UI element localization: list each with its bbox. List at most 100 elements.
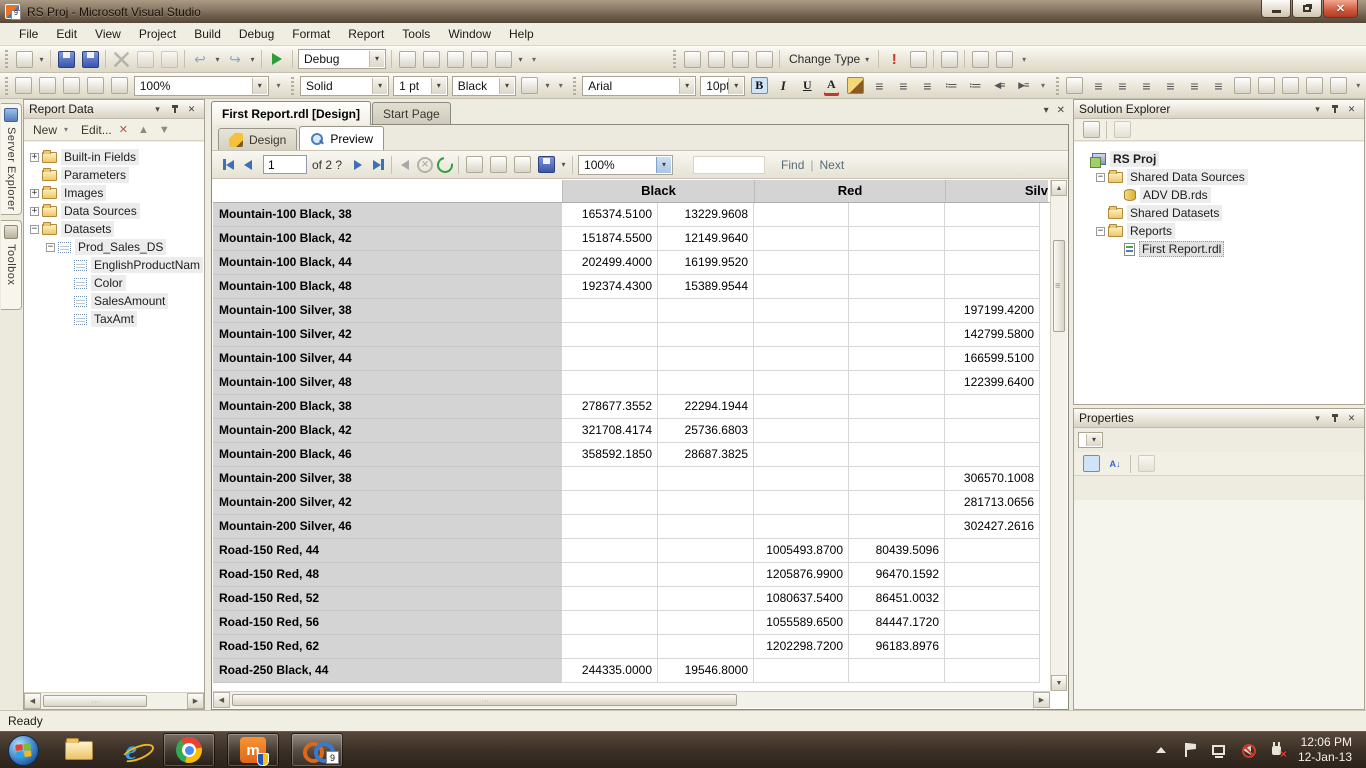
move-down-icon[interactable]: ▼: [158, 123, 170, 136]
report-data-item-taxamt[interactable]: TaxAmt: [24, 310, 204, 328]
menu-item-build[interactable]: Build: [194, 27, 221, 41]
tab-preview[interactable]: Preview: [299, 126, 385, 150]
snap-to-grid-icon[interactable]: [1064, 75, 1086, 97]
toolbar-options-button[interactable]: ▾: [1356, 81, 1361, 90]
object-selector-combobox[interactable]: ▾: [1078, 432, 1103, 448]
start-button[interactable]: [8, 734, 39, 766]
toolbar-options-button[interactable]: ▾: [1022, 54, 1027, 64]
chevron-down-icon[interactable]: ▾: [728, 77, 744, 94]
volume-muted-icon[interactable]: [1240, 742, 1256, 758]
window-menu-button[interactable]: ▾: [1315, 412, 1320, 423]
size-to-grid-icon[interactable]: [1304, 75, 1326, 97]
export-icon[interactable]: [535, 154, 557, 176]
auto-hide-pin-button[interactable]: [1327, 411, 1342, 425]
show-grid-pane-icon[interactable]: [705, 48, 727, 70]
border-color-combobox[interactable]: Black ▾: [451, 75, 516, 96]
align-center-icon[interactable]: [892, 75, 914, 97]
report-data-item-parameters[interactable]: Parameters: [24, 166, 204, 184]
align-bottoms-icon[interactable]: [1208, 75, 1230, 97]
delete-icon[interactable]: ✕: [118, 124, 128, 136]
close-panel-button[interactable]: ✕: [1347, 103, 1356, 114]
increase-indent-icon[interactable]: [1012, 75, 1034, 97]
minimize-button[interactable]: [1261, 0, 1291, 18]
scroll-right-icon[interactable]: ▶: [1033, 692, 1050, 708]
show-sql-pane-icon[interactable]: [729, 48, 751, 70]
solution-item-shared-data-sources[interactable]: − Shared Data Sources: [1074, 168, 1364, 186]
toolbar-grip[interactable]: [290, 76, 296, 95]
menu-item-view[interactable]: View: [95, 27, 121, 41]
report-properties-icon[interactable]: [61, 75, 83, 97]
find-text-input[interactable]: [693, 155, 766, 174]
toolbox-tab[interactable]: Toolbox: [1, 220, 22, 310]
menu-item-format[interactable]: Format: [292, 27, 331, 41]
properties-header[interactable]: Properties ▾ ✕: [1074, 409, 1364, 428]
horizontal-spacing-icon[interactable]: [1328, 75, 1350, 97]
last-page-button[interactable]: [368, 155, 388, 175]
refresh-button[interactable]: [433, 153, 457, 176]
network-icon[interactable]: [1211, 742, 1227, 758]
solution-explorer-header[interactable]: Solution Explorer ▾ ✕: [1074, 100, 1364, 119]
font-color-icon[interactable]: [820, 75, 842, 97]
underline-icon[interactable]: [796, 75, 818, 97]
toolbar-grip[interactable]: [672, 50, 678, 68]
chevron-down-icon[interactable]: ▾: [372, 77, 388, 94]
report-data-item-datasets[interactable]: − Datasets: [24, 220, 204, 238]
collapse-icon[interactable]: −: [46, 241, 55, 252]
bullets-icon[interactable]: [964, 75, 986, 97]
align-right-icon[interactable]: [916, 75, 938, 97]
find-button[interactable]: Find: [781, 157, 805, 172]
toolbar-options-button[interactable]: ▾: [1041, 81, 1046, 90]
command-window-dropdown-icon[interactable]: ▾: [518, 54, 523, 64]
undo-icon[interactable]: [189, 48, 211, 70]
first-page-button[interactable]: [218, 155, 238, 175]
chevron-down-icon[interactable]: ▾: [679, 77, 695, 94]
numbering-icon[interactable]: [940, 75, 962, 97]
find-next-button[interactable]: Next: [819, 157, 845, 172]
italic-icon[interactable]: [772, 75, 794, 97]
chevron-down-icon[interactable]: ▾: [430, 77, 446, 94]
power-alert-icon[interactable]: [1269, 742, 1287, 761]
toolbar-grip[interactable]: [4, 50, 10, 68]
taskbar-item-internet-explorer[interactable]: e: [111, 733, 151, 767]
menu-item-debug[interactable]: Debug: [238, 27, 275, 41]
chevron-down-icon[interactable]: ▾: [656, 156, 672, 173]
close-document-button[interactable]: ✕: [1056, 105, 1065, 116]
scroll-up-icon[interactable]: ▲: [1051, 180, 1067, 196]
align-middles-icon[interactable]: [1184, 75, 1206, 97]
ruler-icon[interactable]: [109, 75, 131, 97]
page-setup-icon[interactable]: [511, 154, 533, 176]
font-size-combobox[interactable]: 10pt ▾: [700, 75, 746, 96]
property-pages-icon[interactable]: [1135, 453, 1157, 475]
chevron-down-icon[interactable]: ▾: [64, 125, 69, 134]
expand-icon[interactable]: +: [30, 205, 39, 216]
window-menu-button[interactable]: ▾: [155, 103, 160, 114]
server-explorer-tab[interactable]: Server Explorer: [1, 103, 22, 215]
paste-icon[interactable]: [158, 48, 180, 70]
show-diagram-pane-icon[interactable]: [681, 48, 703, 70]
border-dropdown-icon[interactable]: ▾: [545, 81, 550, 90]
make-same-size-icon[interactable]: [1280, 75, 1302, 97]
preview-zoom-combobox[interactable]: 100% ▾: [578, 154, 674, 175]
make-same-width-icon[interactable]: [1232, 75, 1254, 97]
close-button[interactable]: ✕: [1323, 0, 1358, 18]
new-project-dropdown-icon[interactable]: ▾: [39, 54, 44, 64]
report-data-item-images[interactable]: + Images: [24, 184, 204, 202]
auto-hide-pin-button[interactable]: [167, 102, 182, 116]
align-left-icon[interactable]: [868, 75, 890, 97]
move-up-icon[interactable]: ▲: [137, 123, 149, 136]
tab-start-page[interactable]: Start Page: [372, 102, 451, 125]
report-data-item-data-sources[interactable]: + Data Sources: [24, 202, 204, 220]
title-bar[interactable]: RS Proj - Microsoft Visual Studio ✕: [0, 0, 1366, 23]
start-debug-icon[interactable]: [266, 48, 288, 70]
toolbar-grip[interactable]: [572, 76, 579, 95]
taskbar-item-security-app[interactable]: m: [227, 733, 279, 767]
taskbar-item-visual-studio[interactable]: 9: [291, 733, 343, 767]
action-center-icon[interactable]: [1182, 742, 1198, 758]
export-dropdown-icon[interactable]: ▾: [561, 160, 566, 169]
chevron-down-icon[interactable]: ▾: [1086, 434, 1101, 446]
scroll-down-icon[interactable]: ▼: [1051, 675, 1067, 691]
save-all-icon[interactable]: [79, 48, 101, 70]
collapse-icon[interactable]: −: [30, 223, 39, 234]
bold-icon[interactable]: [748, 75, 770, 97]
solution-item-rs-proj[interactable]: RS Proj: [1074, 150, 1364, 168]
